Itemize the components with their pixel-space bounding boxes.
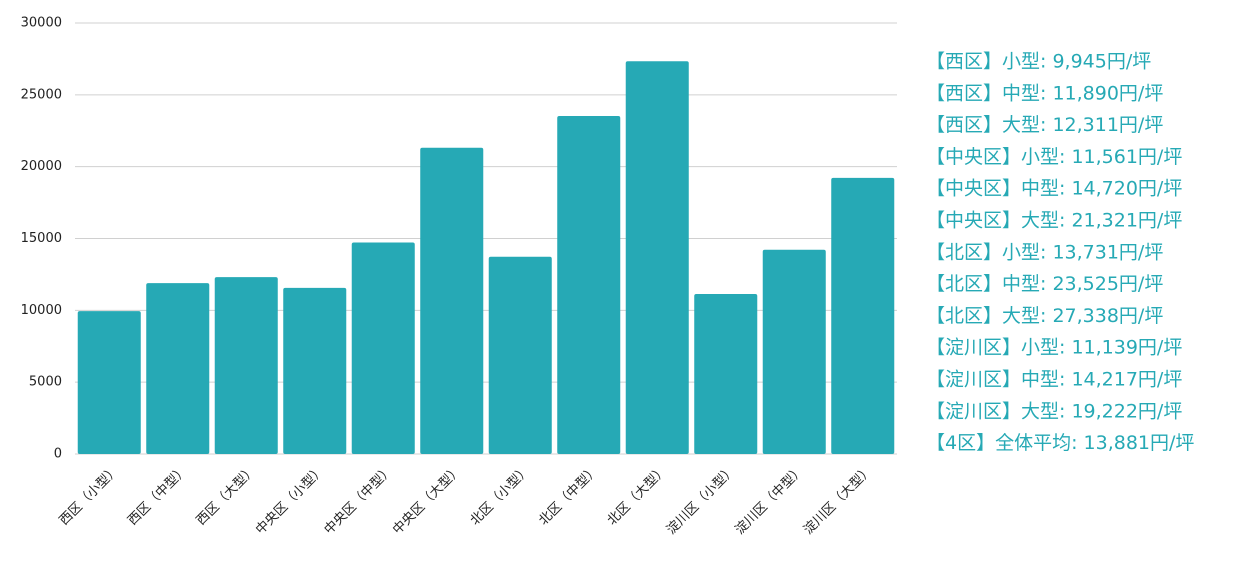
annotation: 【中央区】小型: 11,561円/坪 bbox=[926, 146, 1182, 168]
y-tick-label: 25000 bbox=[21, 87, 62, 102]
y-tick-label: 5000 bbox=[29, 375, 62, 390]
annotation: 【北区】中型: 23,525円/坪 bbox=[926, 273, 1163, 295]
bar bbox=[488, 256, 552, 454]
x-tick-label: 中央区（中型） bbox=[322, 463, 397, 538]
annotation: 【中央区】大型: 21,321円/坪 bbox=[926, 210, 1182, 232]
y-tick-label: 30000 bbox=[21, 16, 62, 31]
bar bbox=[351, 242, 415, 454]
x-tick-label: 淀川区（小型） bbox=[664, 463, 739, 538]
x-tick-label: 淀川区（中型） bbox=[733, 463, 808, 538]
x-tick-label: 北区（中型） bbox=[536, 463, 602, 529]
x-tick-label: 西区（大型） bbox=[194, 463, 260, 529]
annotation: 【北区】小型: 13,731円/坪 bbox=[926, 241, 1163, 263]
annotation: 【北区】大型: 27,338円/坪 bbox=[926, 305, 1163, 327]
annotation: 【中央区】中型: 14,720円/坪 bbox=[926, 178, 1182, 200]
x-tick-label: 西区（中型） bbox=[125, 463, 191, 529]
x-tick-label: 中央区（大型） bbox=[390, 463, 465, 538]
annotation: 【西区】中型: 11,890円/坪 bbox=[926, 82, 1163, 104]
bar bbox=[762, 249, 826, 454]
annotation: 【西区】小型: 9,945円/坪 bbox=[926, 51, 1151, 73]
bar bbox=[146, 283, 210, 454]
x-tick-label: 淀川区（大型） bbox=[801, 463, 876, 538]
annotation: 【淀川区】中型: 14,217円/坪 bbox=[926, 369, 1182, 391]
y-tick-label: 0 bbox=[54, 447, 62, 462]
x-tick-label: 北区（大型） bbox=[605, 463, 671, 529]
annotation: 【西区】大型: 12,311円/坪 bbox=[926, 114, 1163, 136]
x-tick-label: 西区（小型） bbox=[57, 463, 123, 529]
annotation: 【淀川区】小型: 11,139円/坪 bbox=[926, 337, 1182, 359]
annotation: 【4区】全体平均: 13,881円/坪 bbox=[926, 432, 1194, 454]
bar bbox=[77, 311, 141, 454]
y-tick-label: 15000 bbox=[21, 231, 62, 246]
bar bbox=[694, 293, 758, 454]
y-tick-label: 20000 bbox=[21, 159, 62, 174]
bar bbox=[283, 287, 347, 454]
x-tick-label: 中央区（小型） bbox=[253, 463, 328, 538]
bar bbox=[214, 277, 278, 454]
bar bbox=[557, 116, 621, 454]
y-tick-label: 10000 bbox=[21, 303, 62, 318]
bar bbox=[625, 61, 689, 454]
x-tick-label: 北区（小型） bbox=[468, 463, 534, 529]
annotation: 【淀川区】大型: 19,222円/坪 bbox=[926, 400, 1182, 422]
bar bbox=[420, 147, 484, 454]
bar bbox=[831, 177, 895, 454]
